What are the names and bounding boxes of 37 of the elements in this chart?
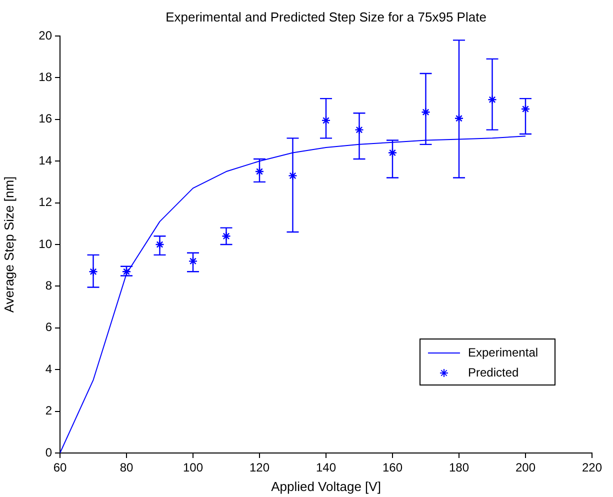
- y-tick-label: 16: [38, 112, 52, 126]
- x-tick-label: 60: [53, 460, 67, 475]
- point: [88, 267, 98, 276]
- y-tick-label: 0: [45, 445, 52, 460]
- point: [155, 240, 164, 250]
- x-tick-label: 200: [515, 460, 536, 475]
- point: [188, 256, 198, 266]
- x-tick-label: 160: [382, 460, 403, 475]
- x-tick-label: 180: [448, 460, 470, 475]
- point: [254, 166, 264, 176]
- point: [354, 125, 364, 134]
- y-tick-label: 18: [38, 70, 52, 84]
- point: [488, 94, 497, 104]
- x-tick-label: 140: [316, 460, 336, 475]
- y-tick-label: 14: [38, 153, 52, 168]
- y-tick-label: 10: [38, 236, 52, 251]
- y-axis-title: Average Step Size [nm]: [1, 176, 16, 313]
- point: [321, 116, 331, 126]
- x-tick-label: 80: [120, 460, 134, 475]
- point: [454, 114, 464, 123]
- point: [421, 108, 430, 117]
- x-tick-label: 100: [182, 460, 204, 475]
- x-tick-label: 220: [582, 460, 602, 475]
- chart-title: Experimental and Predicted Step Size for a 75x95 Plate: [166, 10, 486, 25]
- y-tick-label: 20: [38, 28, 52, 42]
- y-tick-label: 4: [45, 362, 52, 376]
- y-tick-label: 12: [38, 195, 52, 210]
- y-tick-label: 6: [45, 320, 52, 334]
- point: [520, 104, 530, 114]
- y-tick-label: 2: [45, 404, 52, 418]
- y-tick-label: 8: [45, 278, 52, 293]
- legend-label: Predicted: [468, 365, 519, 380]
- x-tick-label: 120: [249, 460, 270, 475]
- point: [388, 148, 398, 158]
- point: [288, 171, 298, 180]
- legend-label: Experimental: [468, 345, 538, 360]
- x-axis-title: Applied Voltage [V]: [271, 478, 381, 494]
